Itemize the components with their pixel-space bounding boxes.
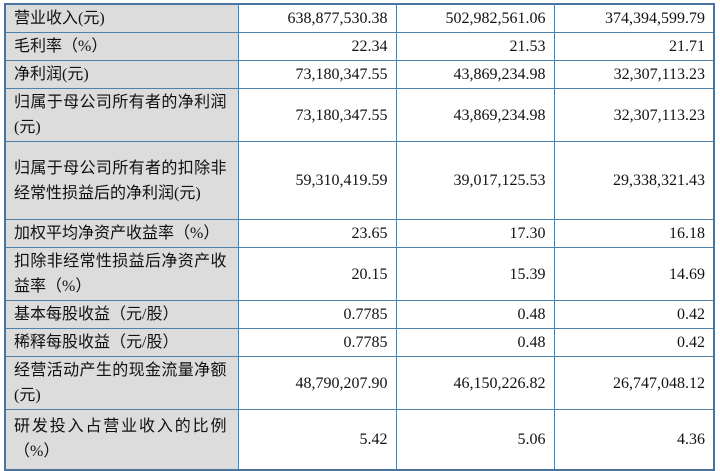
value-cell: 48,790,207.90	[237, 356, 397, 410]
table-row: 归属于母公司所有者的净利润(元) 73,180,347.55 43,869,23…	[4, 88, 715, 142]
row-label-gross-margin: 毛利率（%）	[4, 32, 239, 61]
value-cell: 16.18	[553, 219, 715, 248]
value-cell: 22.34	[237, 32, 397, 61]
value-cell: 32,307,113.23	[553, 60, 715, 89]
value-cell: 39,017,125.53	[395, 141, 555, 220]
table-row: 归属于母公司所有者的扣除非经常性损益后的净利润(元) 59,310,419.59…	[4, 141, 715, 220]
value-cell: 0.42	[553, 328, 715, 357]
value-cell: 43,869,234.98	[395, 88, 555, 142]
value-cell: 21.53	[395, 32, 555, 61]
value-cell: 4.36	[553, 409, 715, 470]
row-label-operating-cash-flow: 经营活动产生的现金流量净额(元)	[4, 356, 239, 410]
table-row: 稀释每股收益（元/股） 0.7785 0.48 0.42	[4, 328, 715, 357]
table-row: 毛利率（%） 22.34 21.53 21.71	[4, 32, 715, 61]
row-label-rd-ratio: 研发投入占营业收入的比例（%）	[4, 409, 239, 470]
value-cell: 20.15	[237, 247, 397, 301]
value-cell: 14.69	[553, 247, 715, 301]
financial-summary-table: 营业收入(元) 638,877,530.38 502,982,561.06 37…	[4, 3, 715, 471]
value-cell: 29,338,321.43	[553, 141, 715, 220]
value-cell: 73,180,347.55	[237, 88, 397, 142]
value-cell: 0.48	[395, 328, 555, 357]
row-label-roe-deducted: 扣除非经常性损益后净资产收益率（%）	[4, 247, 239, 301]
value-cell: 0.7785	[237, 300, 397, 329]
value-cell: 43,869,234.98	[395, 60, 555, 89]
value-cell: 23.65	[237, 219, 397, 248]
table-row: 营业收入(元) 638,877,530.38 502,982,561.06 37…	[4, 3, 715, 33]
value-cell: 21.71	[553, 32, 715, 61]
value-cell: 374,394,599.79	[553, 3, 715, 33]
value-cell: 46,150,226.82	[395, 356, 555, 410]
value-cell: 0.48	[395, 300, 555, 329]
value-cell: 59,310,419.59	[237, 141, 397, 220]
value-cell: 73,180,347.55	[237, 60, 397, 89]
value-cell: 17.30	[395, 219, 555, 248]
table-row: 扣除非经常性损益后净资产收益率（%） 20.15 15.39 14.69	[4, 247, 715, 301]
row-label-weighted-roe: 加权平均净资产收益率（%）	[4, 219, 239, 248]
row-label-revenue: 营业收入(元)	[4, 3, 239, 33]
table-row: 加权平均净资产收益率（%） 23.65 17.30 16.18	[4, 219, 715, 248]
value-cell: 26,747,048.12	[553, 356, 715, 410]
value-cell: 0.42	[553, 300, 715, 329]
row-label-diluted-eps: 稀释每股收益（元/股）	[4, 328, 239, 357]
row-label-basic-eps: 基本每股收益（元/股）	[4, 300, 239, 329]
value-cell: 638,877,530.38	[237, 3, 397, 33]
row-label-net-profit-parent: 归属于母公司所有者的净利润(元)	[4, 88, 239, 142]
value-cell: 0.7785	[237, 328, 397, 357]
table-row: 净利润(元) 73,180,347.55 43,869,234.98 32,30…	[4, 60, 715, 89]
row-label-net-profit-parent-deducted: 归属于母公司所有者的扣除非经常性损益后的净利润(元)	[4, 141, 239, 220]
value-cell: 5.06	[395, 409, 555, 470]
row-label-net-profit: 净利润(元)	[4, 60, 239, 89]
table-row: 基本每股收益（元/股） 0.7785 0.48 0.42	[4, 300, 715, 329]
value-cell: 502,982,561.06	[395, 3, 555, 33]
value-cell: 5.42	[237, 409, 397, 470]
value-cell: 15.39	[395, 247, 555, 301]
table-row: 研发投入占营业收入的比例（%） 5.42 5.06 4.36	[4, 409, 715, 470]
table-row: 经营活动产生的现金流量净额(元) 48,790,207.90 46,150,22…	[4, 356, 715, 410]
value-cell: 32,307,113.23	[553, 88, 715, 142]
